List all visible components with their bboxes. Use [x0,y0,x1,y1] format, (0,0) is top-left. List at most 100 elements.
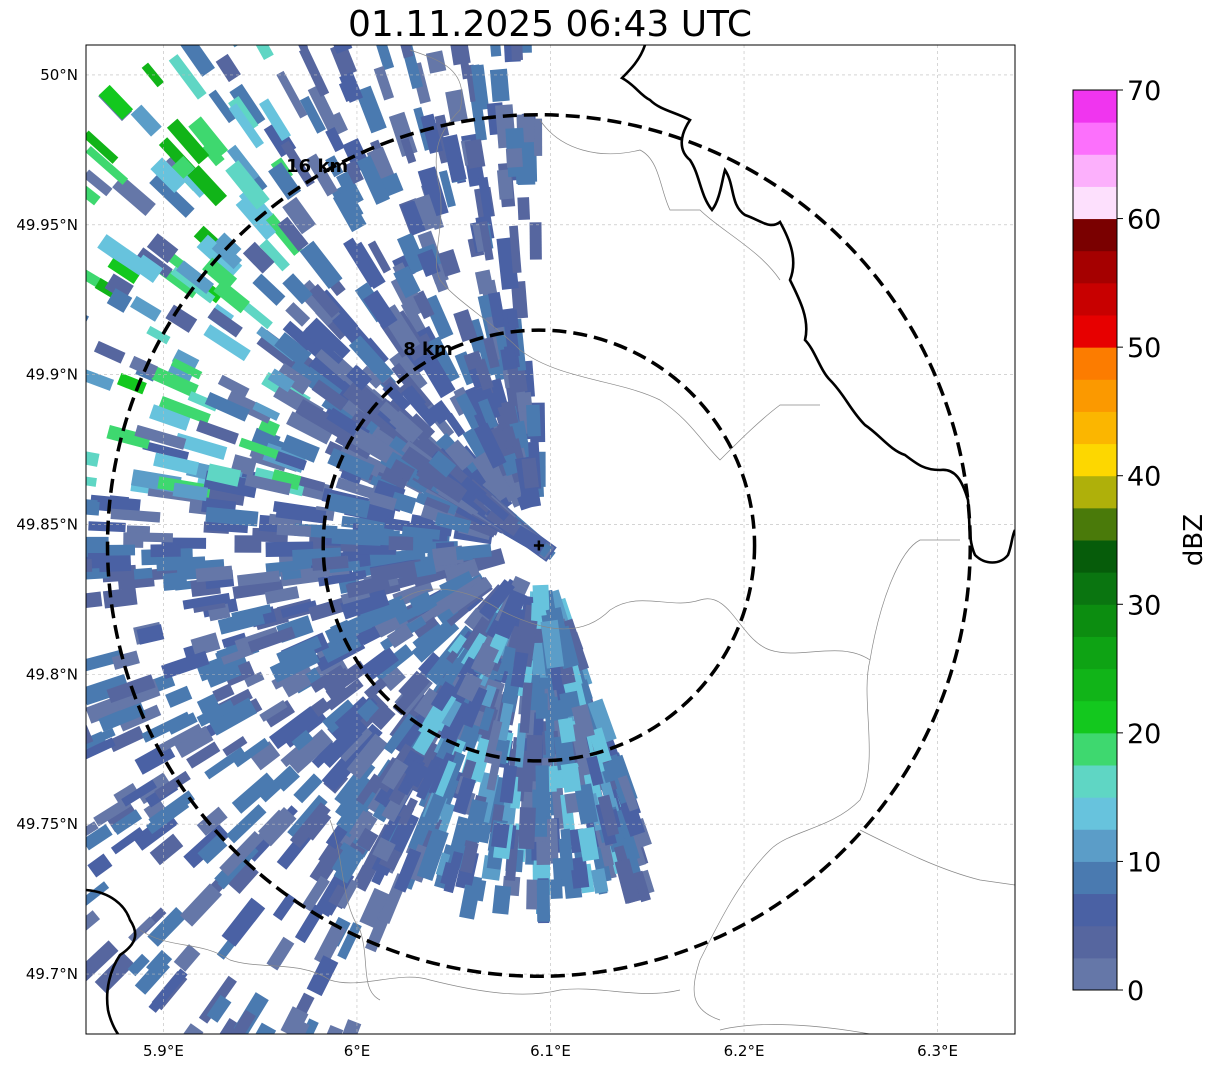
reflectivity-bin [413,569,447,588]
reflectivity-bin [277,216,309,252]
admin-boundary-4 [693,539,960,1021]
reflectivity-bin [479,220,494,261]
reflectivity-bin [258,417,280,437]
reflectivity-bin [276,523,312,537]
reflectivity-bin [560,762,582,793]
reflectivity-bin [434,512,472,534]
reflectivity-bin [448,45,471,66]
reflectivity-bin [424,496,451,514]
reflectivity-bin [86,130,119,164]
reflectivity-bin [474,269,495,295]
reflectivity-bin [130,104,162,137]
reflectivity-bin [111,650,140,670]
reflectivity-bin [86,551,109,570]
reflectivity-bin [204,391,250,422]
reflectivity-bin [427,336,460,383]
reflectivity-bin [381,758,409,790]
reflectivity-bin [388,536,414,551]
reflectivity-bin [282,320,315,351]
plot-frame [85,44,1016,1035]
reflectivity-bin [436,576,486,613]
admin-boundary-3 [399,588,871,661]
reflectivity-bin [332,189,367,233]
reflectivity-bin [317,569,367,587]
reflectivity-bin [517,768,534,793]
reflectivity-bin [521,45,532,53]
reflectivity-bin [97,234,149,277]
reflectivity-bin [432,545,464,567]
reflectivity-bin [205,506,259,527]
colorbar-segment [1073,122,1117,155]
reflectivity-bin [86,940,119,985]
reflectivity-bin [535,765,550,817]
reflectivity-bin [247,626,296,653]
reflectivity-bin [368,703,396,731]
range-ring [321,328,757,763]
reflectivity-bin [146,233,179,264]
y-tick-label: 49.85°N [16,516,78,534]
reflectivity-bin [340,468,363,485]
reflectivity-bin [282,672,312,698]
reflectivity-bin [517,197,531,221]
reflectivity-bin [305,317,351,363]
colorbar-segment [1073,443,1117,477]
reflectivity-bin [569,856,590,889]
reflectivity-bin [529,222,542,260]
colorbar-segment [1073,186,1117,220]
reflectivity-bin [106,288,133,313]
reflectivity-bin [141,711,192,743]
reflectivity-bin [156,723,203,754]
reflectivity-bin [158,395,211,425]
reflectivity-bin [446,576,493,615]
reflectivity-bin [170,266,216,304]
reflectivity-bin [608,753,623,775]
reflectivity-bin [206,463,242,487]
reflectivity-bin [211,239,243,270]
reflectivity-bin [356,698,381,723]
reflectivity-bin [196,806,228,836]
reflectivity-bin [354,864,373,887]
reflectivity-bin [416,755,444,801]
reflectivity-bin [383,713,418,755]
reflectivity-bin [330,1019,362,1034]
reflectivity-bin [149,404,191,431]
reflectivity-bin [168,54,207,100]
reflectivity-bin [234,585,257,597]
reflectivity-bin [308,283,341,318]
admin-boundary-6 [139,929,681,995]
reflectivity-bin [510,651,529,688]
reflectivity-bin [401,446,442,481]
reflectivity-bin [238,437,280,460]
reflectivity-bin [86,448,100,467]
reflectivity-bin [151,366,199,398]
reflectivity-bin [532,13,543,42]
reflectivity-bin [208,89,237,124]
reflectivity-bin [355,85,387,134]
reflectivity-bin [252,401,281,421]
reflectivity-bin [473,489,510,522]
reflectivity-bin [412,621,445,651]
reflectivity-bin [557,717,576,744]
reflectivity-bin [295,398,347,438]
reflectivity-bin [424,780,452,832]
reflectivity-bin [456,672,483,702]
reflectivity-bin [282,196,316,235]
reflectivity-bin [219,830,264,877]
reflectivity-bin [455,543,492,560]
reflectivity-bin [489,68,510,102]
reflectivity-bin [346,723,383,762]
reflectivity-bin [597,794,620,837]
colorbar-segment [1073,700,1117,734]
reflectivity-bin [392,674,431,716]
reflectivity-bin [53,852,82,877]
x-tick-label: 6.2°E [724,1042,765,1060]
radar-site [533,540,544,551]
reflectivity-bin [225,390,274,424]
reflectivity-bin [389,491,417,514]
reflectivity-bin [491,822,510,849]
reflectivity-bin [577,826,600,862]
reflectivity-bin [386,623,414,649]
reflectivity-bin [359,887,391,929]
reflectivity-bin [514,723,527,768]
reflectivity-bin [471,451,514,502]
